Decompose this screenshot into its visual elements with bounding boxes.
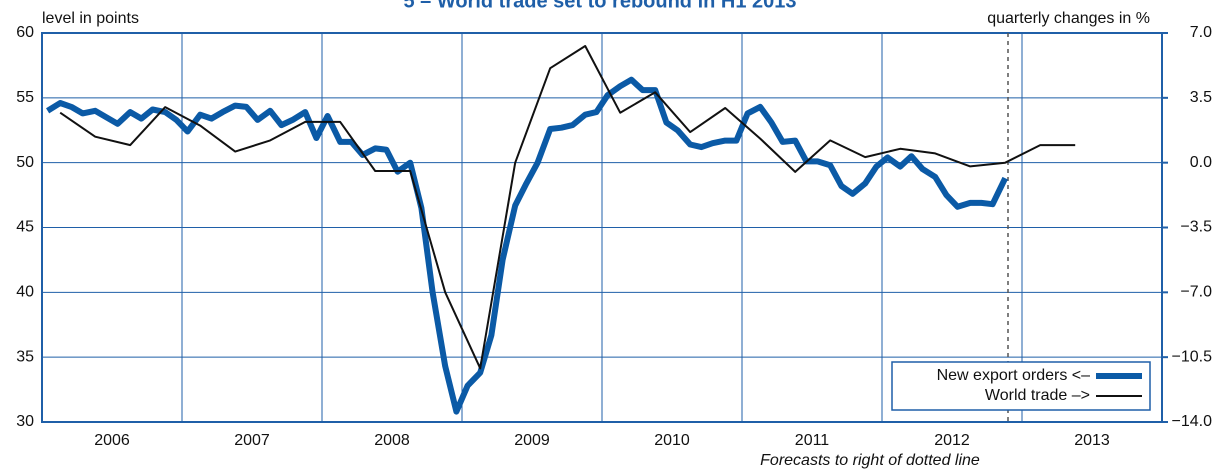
y-tick-label: 45 [16, 219, 34, 236]
y2-tick-label: −7.0 [1180, 284, 1212, 301]
x-tick-label: 2012 [934, 432, 970, 449]
x-tick-label: 2008 [374, 432, 410, 449]
y-tick-label: 50 [16, 154, 34, 171]
x-tick-label: 2006 [94, 432, 130, 449]
y2-axis-label: quarterly changes in % [987, 10, 1150, 27]
data-line [46, 76, 1008, 415]
y2-tick-label: −3.5 [1180, 219, 1212, 236]
y2-tick-label: 0.0 [1190, 154, 1212, 171]
y-tick-label: 55 [16, 89, 34, 106]
x-tick-label: 2011 [795, 432, 830, 449]
legend-label: World trade –> [985, 387, 1090, 404]
x-tick-label: 2013 [1074, 432, 1110, 449]
y2-tick-label: 7.0 [1190, 24, 1212, 41]
plot-frame [41, 32, 1163, 423]
chart-title: 5 – World trade set to rebound in H1 201… [403, 0, 796, 12]
y2-tick-label: −14.0 [1172, 413, 1213, 430]
x-tick-label: 2010 [654, 432, 690, 449]
legend-box [891, 361, 1151, 411]
y-tick-label: 40 [16, 284, 34, 301]
y2-tick-label: 3.5 [1190, 89, 1212, 106]
y-tick-label: 60 [16, 24, 34, 41]
data-line [59, 45, 1076, 370]
legend-label: New export orders <– [937, 367, 1091, 384]
y-tick-label: 35 [16, 348, 34, 365]
x-tick-label: 2007 [234, 432, 270, 449]
y-axis-label: level in points [42, 10, 139, 27]
y-tick-label: 30 [16, 413, 34, 430]
y2-tick-label: −10.5 [1172, 348, 1213, 365]
x-tick-label: 2009 [514, 432, 550, 449]
annotation: Forecasts to right of dotted line [760, 452, 980, 469]
